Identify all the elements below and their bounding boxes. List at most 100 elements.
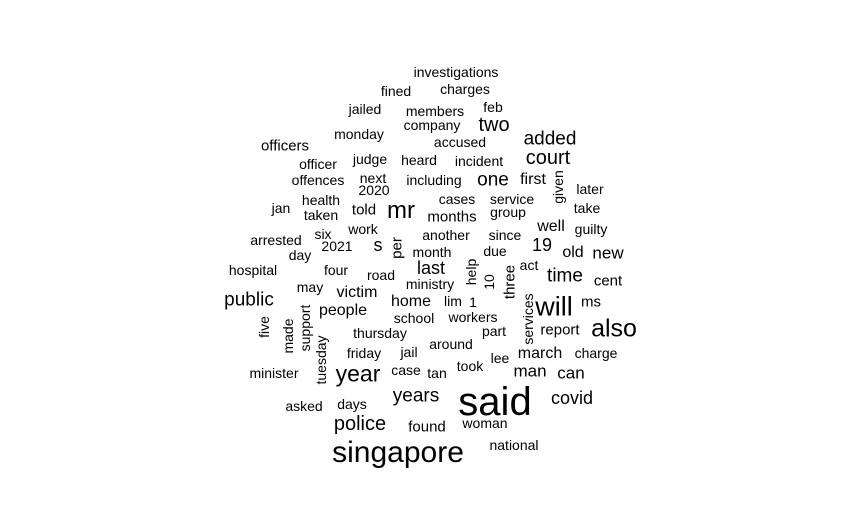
word-jan: jan <box>271 200 291 216</box>
word-public: public <box>224 289 274 311</box>
word-monday: monday <box>334 126 384 142</box>
word-may: may <box>296 279 324 295</box>
word-covid: covid <box>550 388 594 408</box>
word-take: take <box>573 200 601 216</box>
word-month: month <box>412 244 452 260</box>
word-well: well <box>537 218 565 235</box>
word-part: part <box>481 323 507 339</box>
word-judge: judge <box>352 151 388 167</box>
word-hospital: hospital <box>228 262 278 278</box>
word-victim: victim <box>336 284 378 301</box>
word-months: months <box>427 208 477 226</box>
word-fined: fined <box>380 83 412 99</box>
word-ministry: ministry <box>405 276 455 292</box>
word-lee: lee <box>490 350 510 366</box>
word-report: report <box>540 321 580 339</box>
word-school: school <box>393 310 435 326</box>
word-services: services <box>520 293 536 345</box>
word-ms: ms <box>581 293 601 311</box>
word-including: including <box>406 172 462 188</box>
word-service: service <box>489 191 535 207</box>
word-took: took <box>456 358 484 374</box>
word-will: will <box>535 291 573 322</box>
word-police: police <box>333 413 387 435</box>
word-investigations: investigations <box>413 64 499 80</box>
word-six: six <box>314 226 332 242</box>
word-case: case <box>391 362 421 378</box>
word-asked: asked <box>285 398 323 414</box>
word-added: added <box>523 128 577 150</box>
word-five: five <box>256 316 272 338</box>
word-taken: taken <box>303 207 339 223</box>
word-also: also <box>591 314 637 343</box>
word-said: said <box>458 380 532 424</box>
word-around: around <box>429 336 473 352</box>
word-per: per <box>388 237 406 259</box>
word-man: man <box>513 361 547 381</box>
word-years: years <box>392 385 440 407</box>
word-tuesday: tuesday <box>313 335 329 385</box>
word-lim: lim <box>444 293 462 309</box>
word-arrested: arrested <box>250 232 302 248</box>
word-charge: charge <box>574 345 618 361</box>
word-group: group <box>490 204 526 220</box>
word-people: people <box>318 302 368 319</box>
word-health: health <box>301 192 341 208</box>
word-first: first <box>520 171 546 188</box>
word-home: home <box>390 293 432 310</box>
word-time: time <box>547 265 583 287</box>
word-s: s <box>373 235 383 255</box>
word-company: company <box>403 117 461 133</box>
word-singapore: singapore <box>332 436 464 469</box>
word-year: year <box>335 360 381 387</box>
word-charges: charges <box>440 81 490 97</box>
word-officers: officers <box>260 137 310 155</box>
word-work: work <box>348 221 378 237</box>
word-incident: incident <box>454 153 504 169</box>
word-made: made <box>280 318 296 354</box>
word-four: four <box>323 262 349 278</box>
word-told: told <box>351 201 377 219</box>
word-mr: mr <box>387 197 415 224</box>
word-officer: officer <box>299 156 337 172</box>
word-old: old <box>562 244 584 261</box>
word-10: 10 <box>481 274 497 290</box>
word-minister: minister <box>249 365 299 381</box>
word-support: support <box>297 304 313 352</box>
word-can: can <box>557 363 585 383</box>
word-heard: heard <box>401 152 437 168</box>
word-woman: woman <box>462 415 508 431</box>
word-friday: friday <box>346 345 382 361</box>
word-national: national <box>489 437 539 453</box>
word-later: later <box>576 181 604 197</box>
word-day: day <box>288 247 312 263</box>
word-march: march <box>517 345 563 362</box>
word-court: court <box>525 147 571 169</box>
word-members: members <box>405 103 465 119</box>
word-another: another <box>422 227 470 243</box>
word-1: 1 <box>469 294 477 310</box>
word-act: act <box>519 257 539 273</box>
word-last: last <box>416 258 446 278</box>
word-cases: cases <box>438 191 476 207</box>
word-two: two <box>478 114 510 136</box>
word-since: since <box>488 227 522 243</box>
word-help: help <box>463 258 479 286</box>
word-tan: tan <box>427 365 447 381</box>
word-road: road <box>366 267 396 283</box>
word-found: found <box>408 418 446 436</box>
word-jailed: jailed <box>348 101 382 117</box>
word-19: 19 <box>531 235 553 255</box>
word-workers: workers <box>448 309 498 325</box>
word-due: due <box>483 243 507 259</box>
word-thursday: thursday <box>353 325 407 341</box>
word-cent: cent <box>593 272 623 290</box>
word-days: days <box>337 396 367 412</box>
word-2020: 2020 <box>358 182 390 198</box>
word-next: next <box>359 170 387 186</box>
word-three: three <box>501 264 519 300</box>
word-new: new <box>592 243 624 263</box>
word-jail: jail <box>400 344 418 360</box>
word-guilty: guilty <box>574 221 608 237</box>
